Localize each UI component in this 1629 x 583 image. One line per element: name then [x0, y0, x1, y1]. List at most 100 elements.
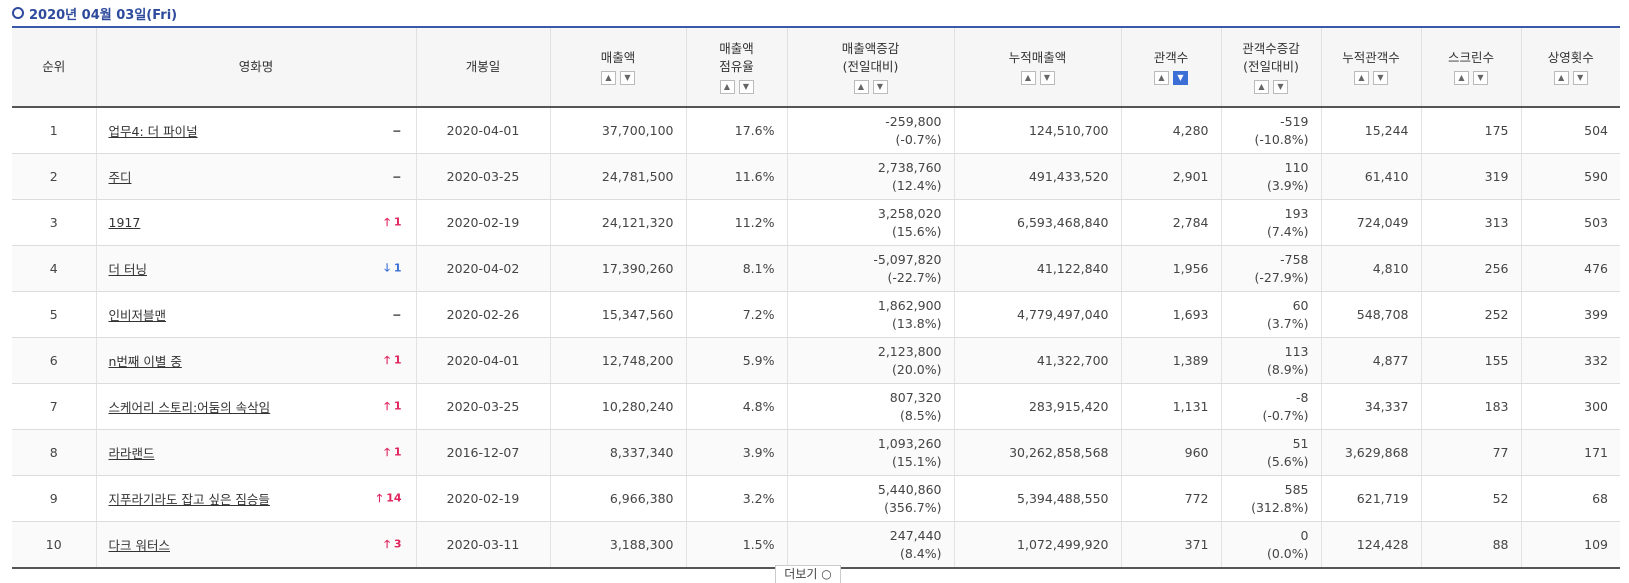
cum-sales-cell: 30,262,858,568 — [953, 429, 1121, 476]
table-row: 7 스케어리 스토리:어둠의 속삭임 🡑 1 2020-03-25 10,280,240… — [12, 383, 1620, 430]
movie-title-link[interactable]: 업무4: 더 파이널 — [108, 124, 198, 139]
sales-cell: 15,347,560 — [549, 291, 686, 338]
cum-audience-cell: 724,049 — [1320, 199, 1421, 246]
title-cell: 더 터닝 🡓 1 — [95, 245, 416, 292]
rank-change-badge: 🡓 1 — [384, 261, 402, 274]
header-shows: 상영횟수 ▲ ▼ — [1520, 26, 1620, 108]
rank-change-badge: 🡑 1 — [384, 215, 402, 228]
screens-cell: 175 — [1420, 107, 1521, 154]
movie-title-link[interactable]: 지푸라기라도 잡고 싶은 짐승들 — [108, 492, 270, 507]
cum-audience-cell: 4,877 — [1320, 337, 1421, 384]
audience-change-cell: -8 (-0.7%) — [1220, 383, 1321, 430]
sort-asc-icon[interactable]: ▲ — [1354, 71, 1369, 85]
cum-sales-cell: 283,915,420 — [953, 383, 1121, 430]
share-cell: 11.2% — [685, 199, 787, 246]
shows-cell: 109 — [1520, 521, 1620, 569]
audience-cell: 1,693 — [1120, 291, 1221, 338]
audience-change-cell: 113 (8.9%) — [1220, 337, 1321, 384]
sort-desc-icon[interactable]: ▼ — [1572, 71, 1588, 85]
movie-title-link[interactable]: 더 터닝 — [108, 262, 147, 277]
sort-asc-icon[interactable]: ▲ — [719, 80, 735, 94]
sales-change-cell: 807,320 (8.5%) — [786, 383, 954, 430]
header-open-date: 개봉일 — [415, 26, 550, 108]
table-row: 6 n번째 이별 중 🡑 1 2020-04-01 12,748,200 5.9% 2,12… — [12, 337, 1620, 384]
sort-asc-icon[interactable]: ▲ — [1020, 71, 1036, 85]
sales-change-cell: 247,440 (8.4%) — [786, 521, 954, 569]
shows-cell: 504 — [1520, 107, 1620, 154]
sort-desc-icon[interactable]: ▼ — [1373, 71, 1388, 85]
movie-title-link[interactable]: 인비저블맨 — [108, 308, 167, 323]
rank-cell: 9 — [12, 475, 96, 522]
sort-controls: ▲ ▼ — [1454, 71, 1488, 85]
share-cell: 5.9% — [685, 337, 787, 384]
table-row: 2 주디 −2020-03-25 24,781,500 11.6% 2,738,760 (1… — [12, 153, 1620, 200]
sort-asc-icon[interactable]: ▲ — [1454, 71, 1469, 85]
audience-cell: 772 — [1120, 475, 1221, 522]
open-date-cell: 2020-03-25 — [415, 383, 550, 430]
title-cell: 업무4: 더 파이널 − — [95, 107, 416, 154]
sort-asc-icon[interactable]: ▲ — [853, 80, 869, 94]
screens-cell: 77 — [1420, 429, 1521, 476]
cum-sales-cell: 491,433,520 — [953, 153, 1121, 200]
cum-audience-cell: 548,708 — [1320, 291, 1421, 338]
open-date-cell: 2020-04-01 — [415, 337, 550, 384]
table-row: 4 더 터닝 🡓 1 2020-04-02 17,390,260 8.1% -5,097,8… — [12, 245, 1620, 292]
sort-controls: ▲ ▼ — [1354, 71, 1388, 85]
sales-change-cell: -259,800 (-0.7%) — [786, 107, 954, 154]
sales-cell: 6,966,380 — [549, 475, 686, 522]
sort-asc-icon[interactable]: ▲ — [1154, 71, 1169, 85]
share-cell: 4.8% — [685, 383, 787, 430]
open-date-cell: 2020-03-25 — [415, 153, 550, 200]
cum-sales-cell: 1,072,499,920 — [953, 521, 1121, 569]
date-label: 2020년 04월 03일(Fri) — [29, 7, 178, 23]
sort-desc-active-icon[interactable]: ▼ — [1173, 71, 1188, 85]
sort-desc-icon[interactable]: ▼ — [1273, 80, 1288, 94]
table-row: 1 업무4: 더 파이널 −2020-04-01 37,700,100 17.6% -25… — [12, 107, 1620, 154]
sales-cell: 3,188,300 — [549, 521, 686, 569]
movie-title-link[interactable]: n번째 이별 중 — [108, 354, 182, 369]
table-row: 10 다크 워터스 🡑 3 2020-03-11 3,188,300 1.5% 247,44… — [12, 521, 1620, 569]
sort-desc-icon[interactable]: ▼ — [620, 71, 635, 85]
screens-cell: 252 — [1420, 291, 1521, 338]
sort-asc-icon[interactable]: ▲ — [1553, 71, 1569, 85]
sort-asc-icon[interactable]: ▲ — [601, 71, 616, 85]
rank-cell: 7 — [12, 383, 96, 430]
sort-desc-icon[interactable]: ▼ — [872, 80, 888, 94]
open-date-cell: 2020-04-02 — [415, 245, 550, 292]
audience-change-cell: 110 (3.9%) — [1220, 153, 1321, 200]
cum-audience-cell: 621,719 — [1320, 475, 1421, 522]
audience-cell: 1,389 — [1120, 337, 1221, 384]
open-date-cell: 2020-02-19 — [415, 199, 550, 246]
sort-desc-icon[interactable]: ▼ — [1473, 71, 1488, 85]
sort-asc-icon[interactable]: ▲ — [1254, 80, 1269, 94]
rank-cell: 6 — [12, 337, 96, 384]
more-button[interactable]: 더보기 ○ — [775, 565, 841, 583]
audience-change-cell: 0 (0.0%) — [1220, 521, 1321, 569]
table-row: 9 지푸라기라도 잡고 싶은 짐승들 🡑 14 2020-02-19 6,966,380… — [12, 475, 1620, 522]
movie-title-link[interactable]: 스케어리 스토리:어둠의 속삭임 — [108, 400, 271, 415]
audience-change-cell: 193 (7.4%) — [1220, 199, 1321, 246]
shows-cell: 476 — [1520, 245, 1620, 292]
movie-title-link[interactable]: 라라랜드 — [108, 446, 155, 461]
title-cell: n번째 이별 중 🡑 1 — [95, 337, 416, 384]
cum-sales-cell: 41,122,840 — [953, 245, 1121, 292]
title-cell: 스케어리 스토리:어둠의 속삭임 🡑 1 — [95, 383, 416, 430]
audience-change-cell: 60 (3.7%) — [1220, 291, 1321, 338]
sort-desc-icon[interactable]: ▼ — [738, 80, 754, 94]
title-cell: 인비저블맨 − — [95, 291, 416, 338]
share-cell: 7.2% — [685, 291, 787, 338]
open-date-cell: 2020-03-11 — [415, 521, 550, 569]
screens-cell: 256 — [1420, 245, 1521, 292]
shows-cell: 399 — [1520, 291, 1620, 338]
movie-title-link[interactable]: 주디 — [108, 170, 132, 185]
movie-title-link[interactable]: 다크 워터스 — [108, 538, 170, 553]
screens-cell: 155 — [1420, 337, 1521, 384]
screens-cell: 319 — [1420, 153, 1521, 200]
date-heading: 2020년 04월 03일(Fri) — [12, 2, 177, 24]
audience-cell: 1,956 — [1120, 245, 1221, 292]
movie-title-link[interactable]: 1917 — [108, 215, 141, 230]
cum-audience-cell: 4,810 — [1320, 245, 1421, 292]
sort-controls: ▲ ▼ — [1553, 71, 1588, 85]
rank-cell: 2 — [12, 153, 96, 200]
sort-desc-icon[interactable]: ▼ — [1039, 71, 1055, 85]
